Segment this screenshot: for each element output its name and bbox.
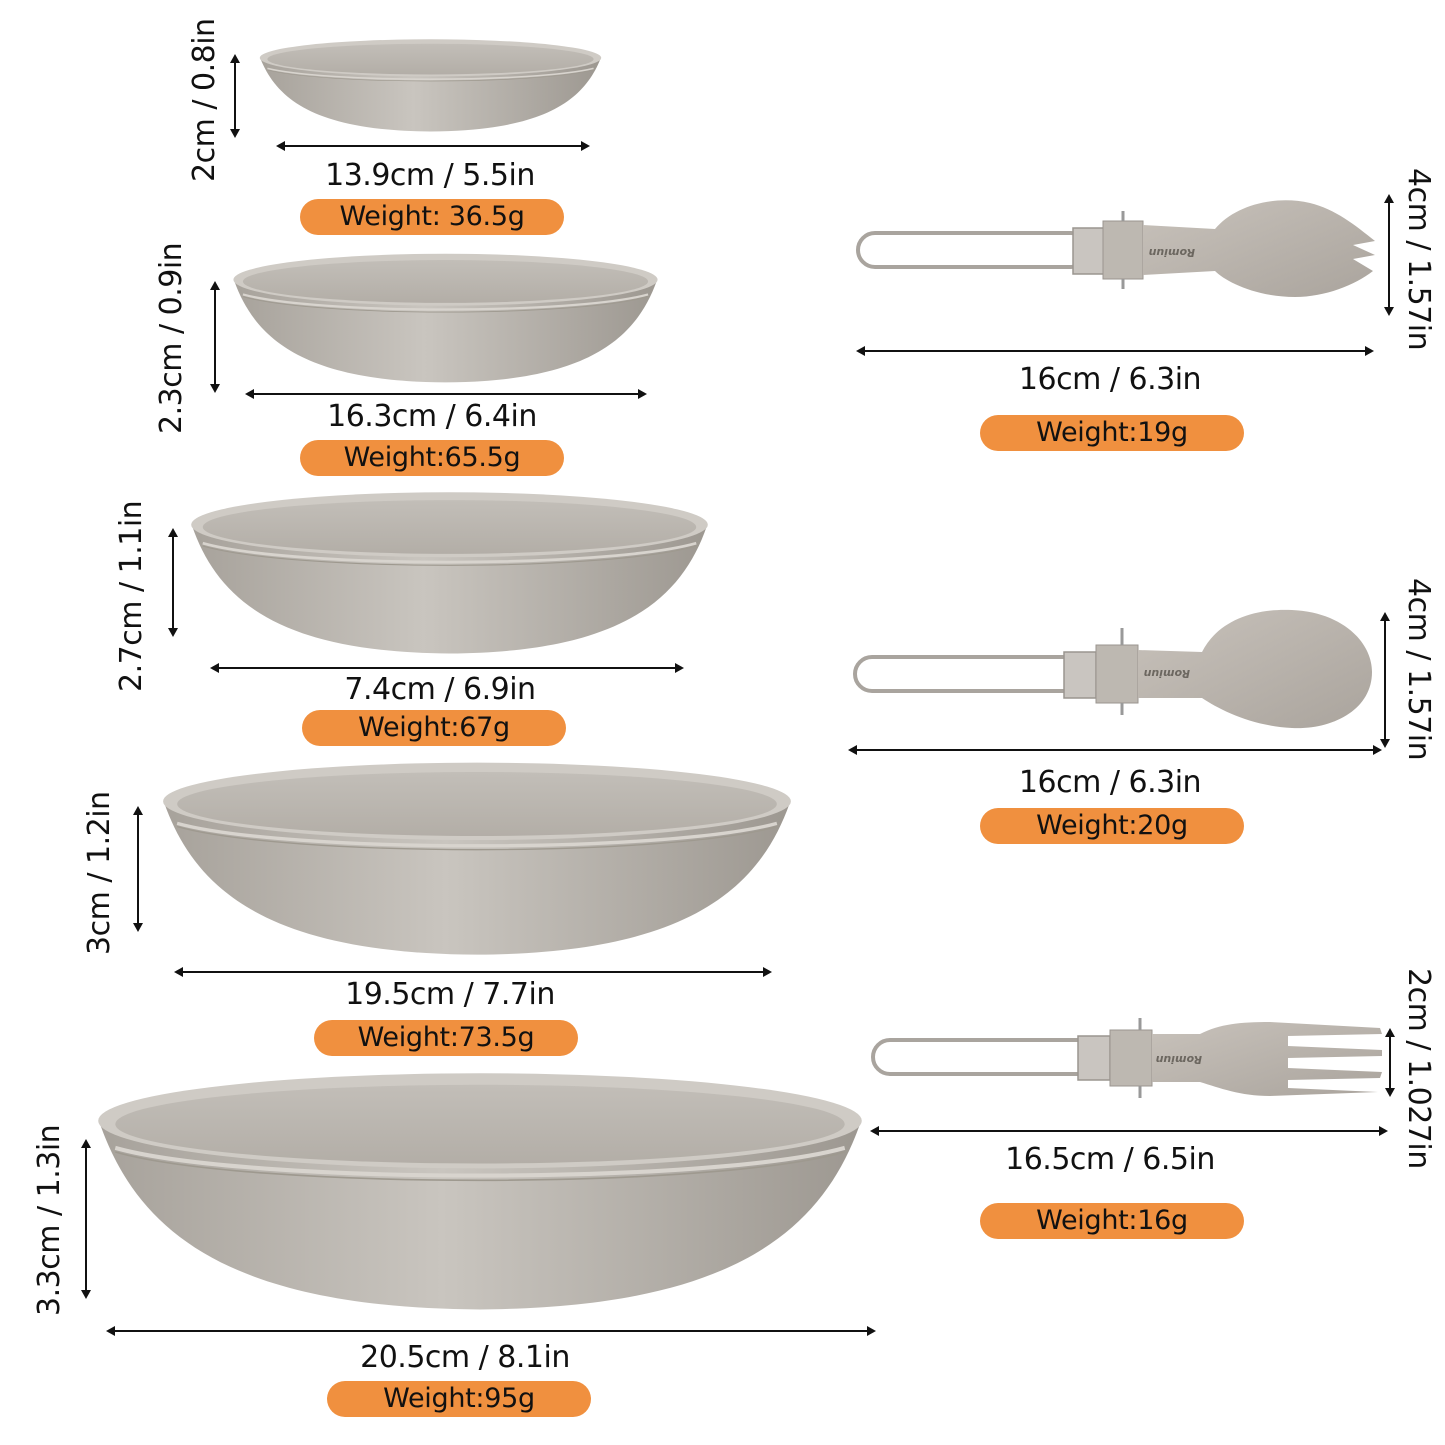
plate-2-weight-badge: Weight:65.5g <box>300 440 564 476</box>
plate-1-height-label: 2cm / 0.8in <box>187 18 222 182</box>
spork-image: Romiun <box>856 200 1375 297</box>
plate-4-width-label: 19.5cm / 7.7in <box>345 977 555 1012</box>
plate-4-height-arrow <box>133 806 143 932</box>
plate-2-width-label: 16.3cm / 6.4in <box>327 399 537 434</box>
plate-1-width-label: 13.9cm / 5.5in <box>325 158 535 193</box>
plate-4-weight-badge: Weight:73.5g <box>314 1020 578 1056</box>
spork-width-arrow <box>856 346 1374 356</box>
plate-3-image <box>189 490 710 655</box>
fork-width-label: 16.5cm / 6.5in <box>1005 1142 1215 1177</box>
plate-5-width-label: 20.5cm / 8.1in <box>360 1340 570 1375</box>
plate-5-width-arrow <box>106 1326 876 1336</box>
spoon-width-arrow <box>848 745 1382 755</box>
plate-3-width-label: 7.4cm / 6.9in <box>344 672 536 707</box>
plate-3-height-arrow <box>168 528 178 637</box>
spoon-brand-engraving: Romiun <box>1143 667 1190 680</box>
spoon-width-label: 16cm / 6.3in <box>1018 765 1202 800</box>
spoon-height-label: 4cm / 1.57in <box>1401 578 1436 761</box>
fork-width-arrow <box>870 1126 1388 1136</box>
plate-1-image <box>258 38 603 133</box>
plate-5-image <box>92 1070 868 1316</box>
spork-brand-engraving: Romiun <box>1148 246 1195 259</box>
plate-2-width-arrow <box>245 389 647 399</box>
spork-height-arrow <box>1384 194 1394 316</box>
plate-1-height-arrow <box>230 54 240 138</box>
spoon-image: Romiun <box>853 609 1372 729</box>
plate-3-height-label: 2.7cm / 1.1in <box>114 500 149 692</box>
plate-3-width-arrow <box>210 663 684 673</box>
plate-1-width-arrow <box>276 141 590 151</box>
plate-4-height-label: 3cm / 1.2in <box>82 791 117 955</box>
plate-1-weight-badge: Weight: 36.5g <box>300 199 564 235</box>
plate-5-weight-badge: Weight:95g <box>327 1381 591 1417</box>
spork-width-label: 16cm / 6.3in <box>1018 362 1202 397</box>
fork-height-arrow <box>1385 1028 1395 1097</box>
fork-image: Romiun <box>871 1018 1382 1098</box>
spoon-height-arrow <box>1380 612 1390 748</box>
plate-2-height-arrow <box>210 281 220 393</box>
plate-4-image <box>161 761 793 957</box>
plate-3-weight-badge: Weight:67g <box>302 710 566 746</box>
plate-5-height-arrow <box>81 1139 91 1299</box>
fork-height-label: 2cm / 1.027in <box>1401 968 1436 1169</box>
plate-4-width-arrow <box>174 967 772 977</box>
fork-weight-badge: Weight:16g <box>980 1203 1244 1239</box>
spork-height-label: 4cm / 1.57in <box>1401 168 1436 351</box>
plate-2-height-label: 2.3cm / 0.9in <box>154 242 189 434</box>
spork-weight-badge: Weight:19g <box>980 415 1244 451</box>
fork-brand-engraving: Romiun <box>1155 1053 1202 1066</box>
spoon-weight-badge: Weight:20g <box>980 808 1244 844</box>
plate-5-height-label: 3.3cm / 1.3in <box>32 1124 67 1316</box>
plate-2-image <box>232 252 659 384</box>
